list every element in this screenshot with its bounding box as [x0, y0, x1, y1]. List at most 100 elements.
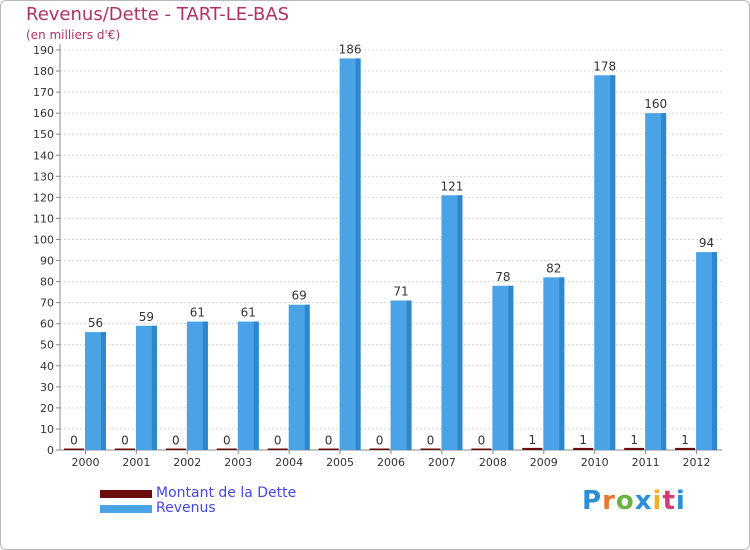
- y-tick-label: 140: [33, 149, 54, 162]
- bar-revenus-shade: [610, 75, 616, 451]
- bar-debt: [522, 447, 543, 450]
- bar-revenus: [594, 75, 616, 451]
- bar-revenus-shade: [355, 58, 361, 450]
- y-tick-label: 30: [40, 381, 54, 394]
- data-label-revenus: 69: [292, 289, 307, 303]
- data-label-debt: 0: [274, 434, 282, 448]
- bar-debt: [267, 448, 288, 450]
- bar-revenus-shade: [661, 113, 667, 450]
- bar-revenus-shade: [457, 195, 463, 450]
- x-tick-label: 2011: [632, 456, 660, 469]
- bar-debt: [64, 448, 84, 450]
- bar-revenus: [288, 304, 310, 450]
- data-label-debt: 1: [681, 433, 689, 447]
- logo-letter: x: [634, 486, 653, 516]
- bar-revenus: [543, 277, 565, 450]
- data-label-revenus: 71: [393, 285, 408, 299]
- x-tick-label: 2008: [479, 456, 507, 469]
- logo-letter: o: [615, 486, 635, 516]
- data-label-debt: 0: [223, 434, 231, 448]
- chart-title: Revenus/Dette - TART-LE-BAS: [26, 4, 290, 25]
- bar-debt: [165, 448, 186, 450]
- logo-letter: P: [582, 486, 603, 516]
- bar-revenus-shade: [304, 304, 310, 450]
- data-label-debt: 1: [630, 433, 638, 447]
- data-label-debt: 0: [172, 434, 180, 448]
- x-tick-label: 2006: [377, 456, 405, 469]
- bar-revenus-shade: [151, 325, 157, 450]
- y-tick-label: 170: [33, 86, 54, 99]
- bar-debt: [369, 448, 390, 450]
- data-label-debt: 0: [478, 434, 486, 448]
- y-tick-label: 20: [40, 402, 54, 415]
- bar-debt: [318, 448, 339, 450]
- y-tick-label: 40: [40, 360, 54, 373]
- x-tick-label: 2010: [581, 456, 609, 469]
- bar-debt: [471, 448, 492, 450]
- bar-debt: [573, 447, 594, 450]
- bar-revenus-shade: [559, 277, 565, 450]
- legend-swatch-revenus: [100, 504, 152, 513]
- logo-letter: i: [652, 486, 663, 516]
- data-label-revenus: 160: [644, 97, 667, 111]
- x-tick-label: 2009: [530, 456, 558, 469]
- chart-subtitle: (en milliers d'€): [26, 28, 121, 42]
- y-tick-label: 100: [33, 233, 54, 246]
- data-label-revenus: 186: [339, 42, 362, 56]
- y-tick-label: 190: [33, 44, 54, 57]
- x-tick-label: 2012: [683, 456, 711, 469]
- bar-revenus-shade: [712, 252, 718, 450]
- y-tick-label: 180: [33, 65, 54, 78]
- data-label-debt: 0: [427, 434, 435, 448]
- y-tick-label: 130: [33, 170, 54, 183]
- y-tick-label: 120: [33, 191, 54, 204]
- y-tick-label: 80: [40, 276, 54, 289]
- bar-revenus-shade: [508, 285, 514, 450]
- data-label-debt: 1: [528, 433, 536, 447]
- y-tick-label: 160: [33, 107, 54, 120]
- bar-revenus-shade: [406, 300, 412, 450]
- y-tick-label: 50: [40, 339, 54, 352]
- bar-debt: [216, 448, 237, 450]
- data-label-revenus: 59: [139, 310, 154, 324]
- x-tick-label: 2002: [173, 456, 201, 469]
- data-label-revenus: 78: [495, 270, 510, 284]
- y-tick-label: 90: [40, 255, 54, 268]
- data-label-revenus: 94: [699, 236, 714, 250]
- bar-revenus-shade: [101, 332, 106, 450]
- y-tick-label: 150: [33, 128, 54, 141]
- bar-debt: [624, 447, 645, 450]
- bar-revenus: [339, 58, 361, 450]
- x-tick-label: 2007: [428, 456, 456, 469]
- legend-item-revenus: Revenus: [100, 501, 296, 516]
- y-tick-label: 10: [40, 423, 54, 436]
- data-label-revenus: 121: [441, 179, 464, 193]
- data-label-debt: 0: [376, 434, 384, 448]
- legend: Montant de la Dette Revenus: [100, 486, 296, 516]
- logo-letter: t: [662, 486, 676, 516]
- bar-revenus: [390, 300, 412, 450]
- y-tick-label: 60: [40, 318, 54, 331]
- x-tick-label: 2003: [224, 456, 252, 469]
- data-label-debt: 1: [579, 433, 587, 447]
- bar-revenus: [237, 321, 259, 450]
- bar-revenus: [135, 325, 157, 450]
- y-tick-label: 110: [33, 212, 54, 225]
- data-label-debt: 0: [70, 434, 78, 448]
- bar-revenus: [186, 321, 208, 450]
- x-tick-label: 2005: [326, 456, 354, 469]
- bar-debt: [420, 448, 441, 450]
- x-tick-label: 2004: [275, 456, 303, 469]
- bar-revenus: [492, 285, 514, 450]
- data-label-revenus: 178: [593, 59, 616, 73]
- bar-revenus: [696, 252, 718, 450]
- y-tick-label: 0: [47, 444, 54, 457]
- legend-item-debt: Montant de la Dette: [100, 486, 296, 501]
- data-label-debt: 0: [121, 434, 129, 448]
- x-tick-label: 2000: [71, 456, 99, 469]
- bar-revenus: [85, 332, 106, 450]
- bar-revenus: [441, 195, 463, 450]
- legend-label-revenus: Revenus: [156, 500, 216, 516]
- bar-revenus-shade: [202, 321, 208, 450]
